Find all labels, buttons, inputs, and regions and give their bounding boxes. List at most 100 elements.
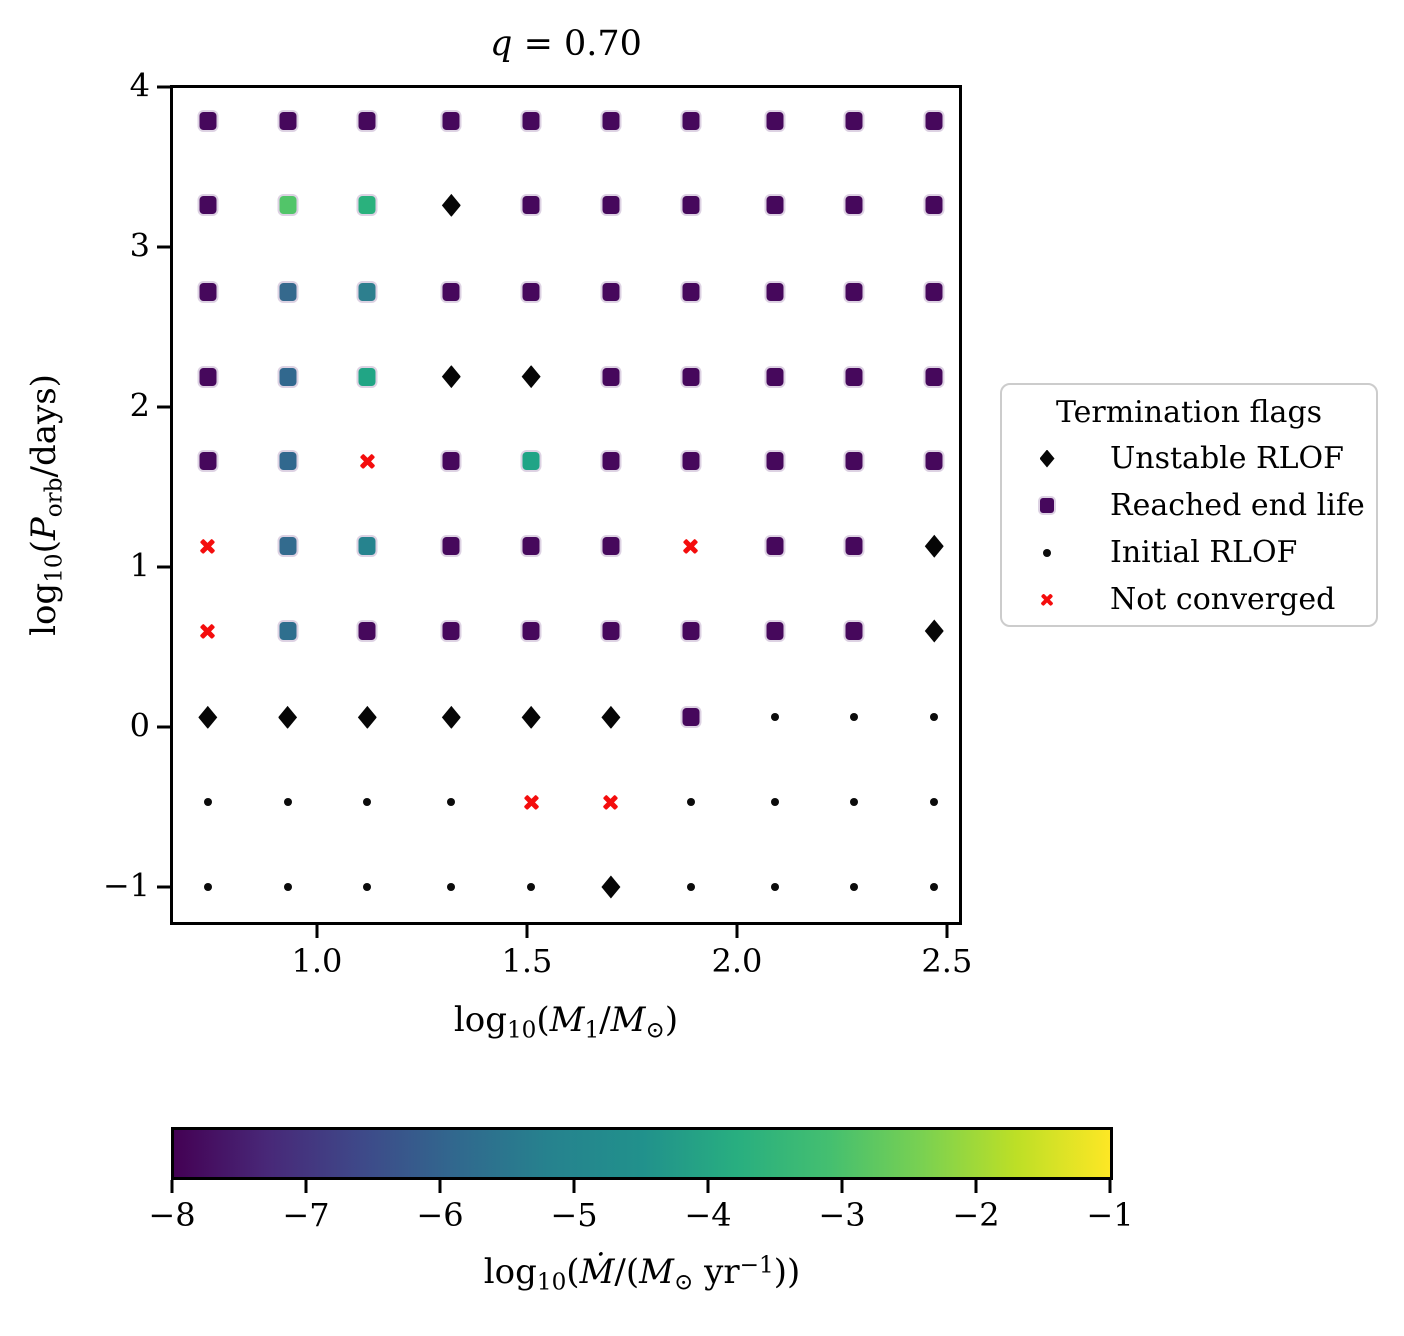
y-tick [157,725,170,729]
y-tick [157,885,170,889]
data-point [600,450,622,473]
data-point [686,798,695,807]
data-point [277,535,299,558]
data-point [198,705,218,729]
cbar-unitsup: −1 [739,1252,774,1279]
data-point [277,194,299,217]
data-point [680,280,702,303]
y-tick-label: 1 [129,546,150,585]
square-legend-icon [1018,496,1076,515]
x-tick [525,925,529,938]
data-point [440,280,462,303]
xlabel-var2sub: ⊙ [645,1017,665,1044]
data-point [356,620,378,642]
xlabel-slash: / [599,1000,611,1040]
data-point [527,883,536,891]
data-point [930,798,939,807]
data-point [601,705,621,729]
data-point [356,194,378,217]
data-point [440,535,462,558]
data-point [923,280,945,303]
xlabel-var1sub: 1 [584,1017,600,1044]
data-point [441,365,461,389]
data-point [924,619,944,643]
ylabel-var1sub: orb [41,477,68,518]
data-point [843,365,865,388]
data-point [197,280,219,303]
data-point [440,109,462,132]
colorbar-tick [304,1180,308,1193]
data-point [680,109,702,132]
x-marker [1041,593,1054,606]
data-point [203,798,212,807]
data-point [363,883,372,891]
data-point [923,109,945,132]
data-point [363,798,372,807]
data-point [603,795,618,810]
diamond-legend-icon [1018,449,1076,468]
data-point [520,535,542,558]
y-tick [157,565,170,569]
colorbar [171,1127,1113,1180]
colorbar-tick-label: −3 [818,1196,866,1234]
data-point [357,705,377,729]
legend-title: Termination flags [1055,395,1323,430]
data-point [600,280,622,303]
xlabel-var1: M [549,1000,585,1040]
legend-item-diamond: Unstable RLOF [1002,435,1376,482]
cbar-var1: Ṁ [579,1252,615,1292]
data-point [520,109,542,132]
xlabel-close: ) [664,1000,679,1040]
x-tick [735,925,739,938]
y-tick-label: 2 [129,386,150,425]
data-point [360,454,375,469]
y-tick-label: 3 [129,226,150,265]
data-point [843,620,865,642]
data-point [850,798,859,807]
x-tick-label: 1.0 [291,942,343,980]
square-marker [1038,496,1056,515]
colorbar-tick [572,1180,576,1193]
data-point [277,450,299,473]
data-point [764,535,786,558]
colorbar-tick-label: −8 [148,1196,196,1234]
data-point [843,450,865,473]
data-point [770,798,779,807]
xlabel-log: log [453,1000,507,1040]
data-point [683,539,698,554]
colorbar-tick-label: −5 [550,1196,598,1234]
legend-item-x: Not converged [1002,576,1376,623]
data-point [197,450,219,473]
data-point [764,194,786,217]
data-point [764,365,786,388]
data-point [601,875,621,899]
cbar-close: )) [773,1252,801,1292]
colorbar-tick [840,1180,844,1193]
data-point [600,109,622,132]
plot-title: q = 0.70 [170,24,962,64]
legend-item-label: Unstable RLOF [1110,441,1344,476]
y-axis-label: log10(Porb/days) [24,374,68,636]
cbar-log: log [483,1252,537,1292]
y-tick-label: −1 [102,866,150,905]
data-point [520,280,542,303]
data-point [843,280,865,303]
y-tick-label: 4 [129,66,150,105]
xlabel-open: ( [536,1000,550,1040]
colorbar-tick [974,1180,978,1193]
data-point [356,280,378,303]
ylabel-rest: /days) [24,374,64,478]
colorbar-tick [170,1180,174,1193]
data-point [686,883,695,891]
data-point [680,365,702,388]
legend-item-dot: Initial RLOF [1002,529,1376,576]
data-point [283,798,292,807]
cbar-open: ( [566,1252,580,1292]
data-point [356,535,378,558]
data-point [447,883,456,891]
data-point [197,109,219,132]
data-point [283,883,292,891]
legend: Termination flags Unstable RLOF Reached e… [1000,383,1378,627]
y-tick-label: 0 [129,706,150,745]
